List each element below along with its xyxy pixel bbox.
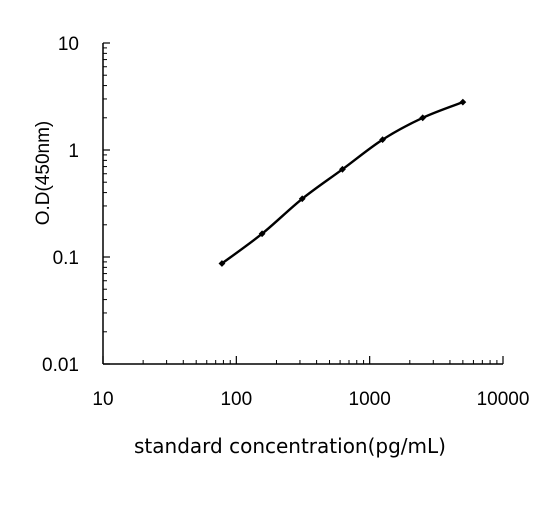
ticks xyxy=(102,42,504,365)
x-tick-label: 100 xyxy=(220,389,252,410)
y-axis-label: O.D(450nm) xyxy=(33,121,54,226)
markers xyxy=(218,98,467,267)
data-point xyxy=(298,195,306,203)
data-point xyxy=(258,230,266,238)
y-tick-label: 10 xyxy=(58,34,79,55)
x-tick-label: 10000 xyxy=(477,389,530,410)
tick-labels: 0.01 0.1 1 10 10 100 1000 10000 xyxy=(42,34,529,410)
axes xyxy=(102,43,503,365)
x-tick-label: 10 xyxy=(92,389,113,410)
data-point xyxy=(419,114,427,122)
series xyxy=(221,101,464,265)
y-tick-label: 0.1 xyxy=(53,248,79,269)
x-tick-label: 1000 xyxy=(349,389,391,410)
y-tick-label: 1 xyxy=(68,141,79,162)
data-point xyxy=(379,136,386,144)
series-line xyxy=(221,101,464,265)
data-point xyxy=(339,165,346,173)
x-axis-label: standard concentration(pg/mL) xyxy=(134,434,446,458)
data-point xyxy=(218,260,226,267)
y-tick-label: 0.01 xyxy=(42,355,79,376)
data-point xyxy=(459,98,467,106)
